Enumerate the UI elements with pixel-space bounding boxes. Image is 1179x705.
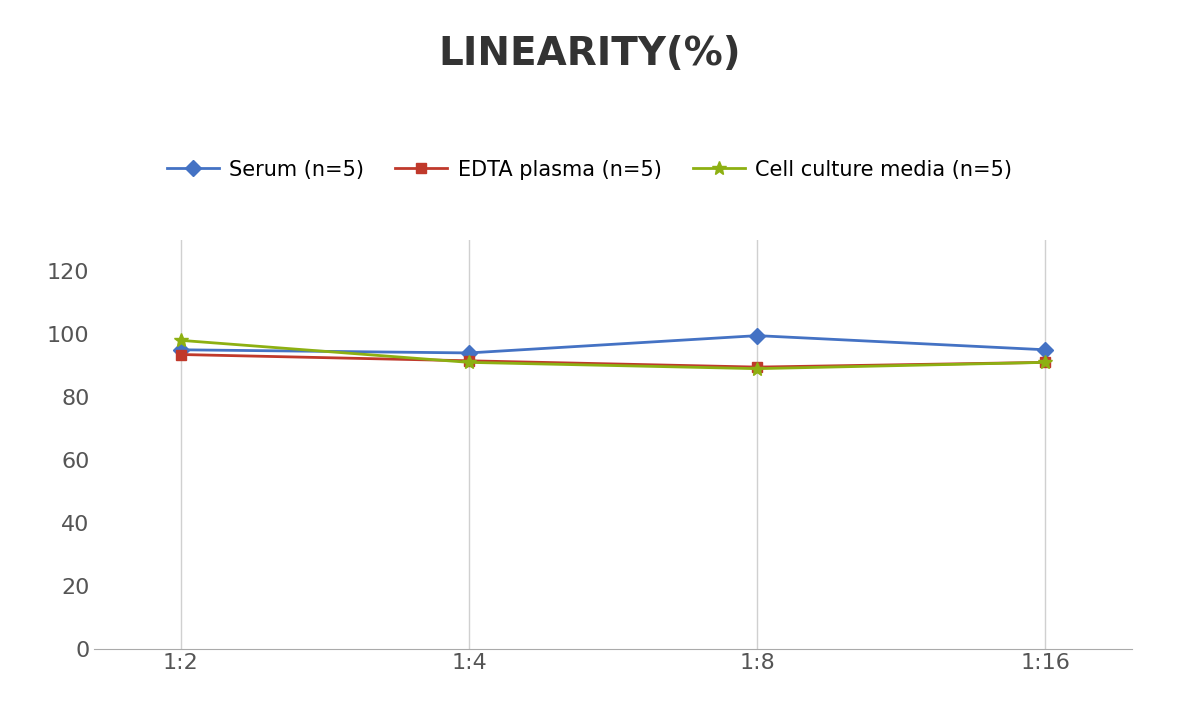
Legend: Serum (n=5), EDTA plasma (n=5), Cell culture media (n=5): Serum (n=5), EDTA plasma (n=5), Cell cul…: [158, 152, 1021, 188]
Line: Serum (n=5): Serum (n=5): [176, 330, 1050, 358]
Serum (n=5): [462, 349, 476, 357]
Line: Cell culture media (n=5): Cell culture media (n=5): [173, 333, 1053, 376]
Text: LINEARITY(%): LINEARITY(%): [439, 35, 740, 73]
Serum (n=5): [1039, 345, 1053, 354]
Line: EDTA plasma (n=5): EDTA plasma (n=5): [176, 350, 1050, 372]
Cell culture media (n=5): [173, 336, 187, 345]
EDTA plasma (n=5): [1039, 358, 1053, 367]
Cell culture media (n=5): [750, 364, 764, 373]
Cell culture media (n=5): [1039, 358, 1053, 367]
Cell culture media (n=5): [462, 358, 476, 367]
Serum (n=5): [173, 345, 187, 354]
Serum (n=5): [750, 331, 764, 340]
EDTA plasma (n=5): [750, 363, 764, 372]
EDTA plasma (n=5): [173, 350, 187, 359]
EDTA plasma (n=5): [462, 357, 476, 365]
